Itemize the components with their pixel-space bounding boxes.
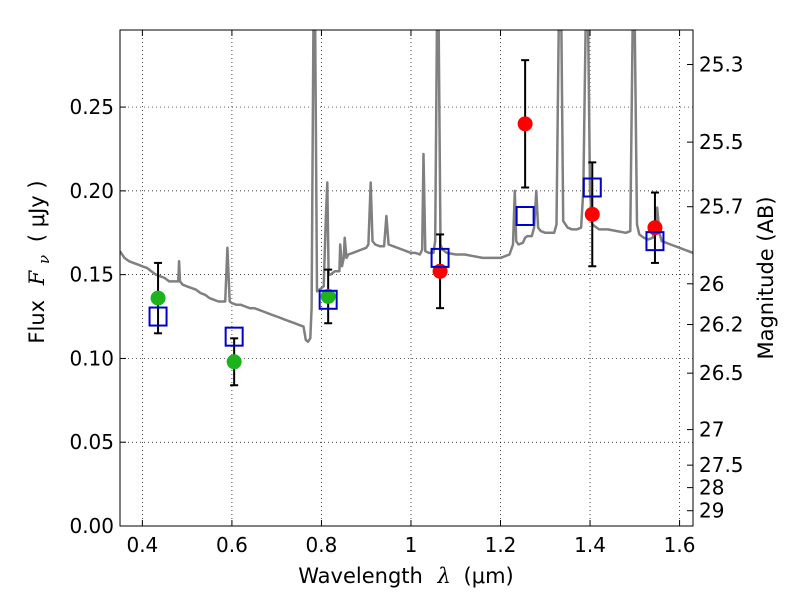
y2-tick-label: 26 — [699, 272, 724, 296]
y2-tick-label: 26.5 — [699, 361, 744, 385]
model-band-square — [318, 289, 338, 310]
model-band-square — [430, 247, 450, 268]
x-tick-label: 0.8 — [306, 533, 338, 557]
y2-tick-label: 27.5 — [699, 453, 744, 477]
y2-tick-label: 25.3 — [699, 52, 744, 76]
ticks: 0.4 0.6 0.8 1 1.2 1.4 1.6 0.00 0.05 0.10 0.15 0.20 0… — [69, 30, 744, 557]
y2-tick-label: 25.5 — [699, 130, 744, 154]
red-data-point — [517, 116, 533, 132]
model-layer — [120, 30, 693, 343]
y2-tick-label: 28 — [699, 476, 724, 500]
y-tick-label: 0.15 — [69, 263, 114, 287]
green-data-point — [226, 354, 242, 370]
x-axis-title-symbol: λ — [437, 564, 451, 588]
x-axis-title: Wavelength λ (μm) — [298, 564, 513, 588]
y-axis-title-symbol: F — [25, 269, 49, 286]
y-tick-label: 0.00 — [69, 514, 114, 538]
y-tick-label: 0.25 — [69, 95, 114, 119]
y2-tick-label: 25.7 — [699, 195, 744, 219]
x-tick-label: 0.6 — [216, 533, 248, 557]
model-spectrum-line — [120, 30, 693, 343]
y-axis-title: Flux F ν ( μJy ) — [25, 180, 54, 343]
model-band-square — [582, 177, 602, 198]
green-data-point — [150, 290, 166, 306]
green-data-point — [320, 288, 336, 304]
x-axis-title-text: Wavelength — [298, 564, 423, 588]
y-axis-title-text: Flux — [25, 300, 49, 344]
y2-tick-label: 27 — [699, 418, 724, 442]
x-tick-label: 1.4 — [574, 533, 606, 557]
model-band-square — [515, 206, 535, 226]
plot-frame — [119, 29, 694, 527]
x-tick-label: 1 — [405, 533, 418, 557]
x-tick-label: 1.6 — [664, 533, 696, 557]
grid — [120, 30, 693, 527]
y2-axis-title: Magnitude (AB) — [754, 196, 778, 359]
y-tick-label: 0.20 — [69, 179, 114, 203]
y-tick-label: 0.05 — [69, 430, 114, 454]
y-axis-title-unit: ( μJy ) — [25, 180, 49, 242]
model-band-square — [645, 231, 665, 252]
marker-layer — [148, 116, 665, 370]
x-axis-title-unit: (μm) — [464, 564, 514, 588]
y-tick-label: 0.10 — [69, 346, 114, 370]
y-axis-title-subscript: ν — [35, 255, 53, 264]
model-band-square — [224, 326, 244, 347]
red-data-point — [584, 206, 600, 222]
y2-tick-label: 26.2 — [699, 313, 744, 337]
model-band-square — [148, 306, 168, 327]
x-tick-label: 0.4 — [126, 533, 158, 557]
y2-tick-label: 29 — [699, 499, 724, 523]
x-tick-label: 1.2 — [485, 533, 517, 557]
